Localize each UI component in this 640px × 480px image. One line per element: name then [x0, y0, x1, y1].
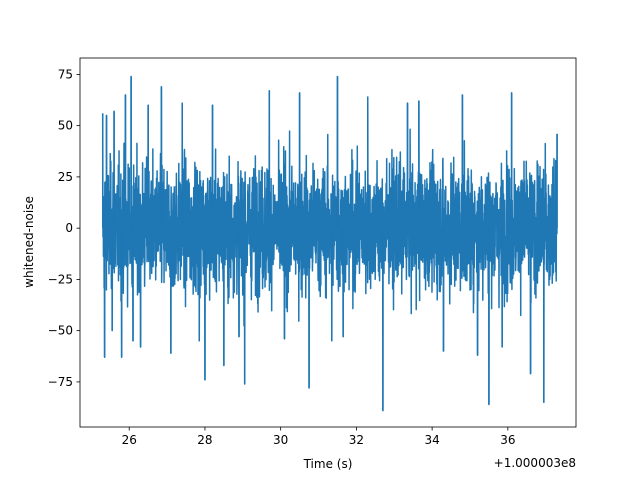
- plot-area: [101, 75, 558, 412]
- x-tick-label: 28: [197, 433, 212, 447]
- y-axis-ticks: −75 −50 −25 0 25 50 75: [48, 67, 80, 389]
- y-tick-label: 75: [58, 67, 73, 81]
- x-tick-label: 26: [122, 433, 137, 447]
- whitened-noise-series-line: [101, 75, 558, 412]
- x-tick-label: 36: [500, 433, 515, 447]
- x-tick-label: 30: [273, 433, 288, 447]
- y-axis-label: whitened-noise: [22, 196, 36, 288]
- y-tick-label: 50: [58, 119, 73, 133]
- x-axis-offset-text: +1.000003e8: [494, 456, 576, 470]
- y-tick-label: 25: [58, 170, 73, 184]
- y-tick-label: 0: [65, 221, 73, 235]
- axes-frame: [79, 57, 577, 428]
- x-tick-label: 32: [349, 433, 364, 447]
- y-tick-label: −75: [48, 375, 73, 389]
- x-axis-ticks: 26 28 30 32 34 36: [122, 427, 515, 447]
- x-axis-label: Time (s): [303, 457, 353, 471]
- x-tick-label: 34: [424, 433, 439, 447]
- series-layer: [101, 75, 558, 412]
- y-tick-label: −25: [48, 272, 73, 286]
- y-tick-label: −50: [48, 324, 73, 338]
